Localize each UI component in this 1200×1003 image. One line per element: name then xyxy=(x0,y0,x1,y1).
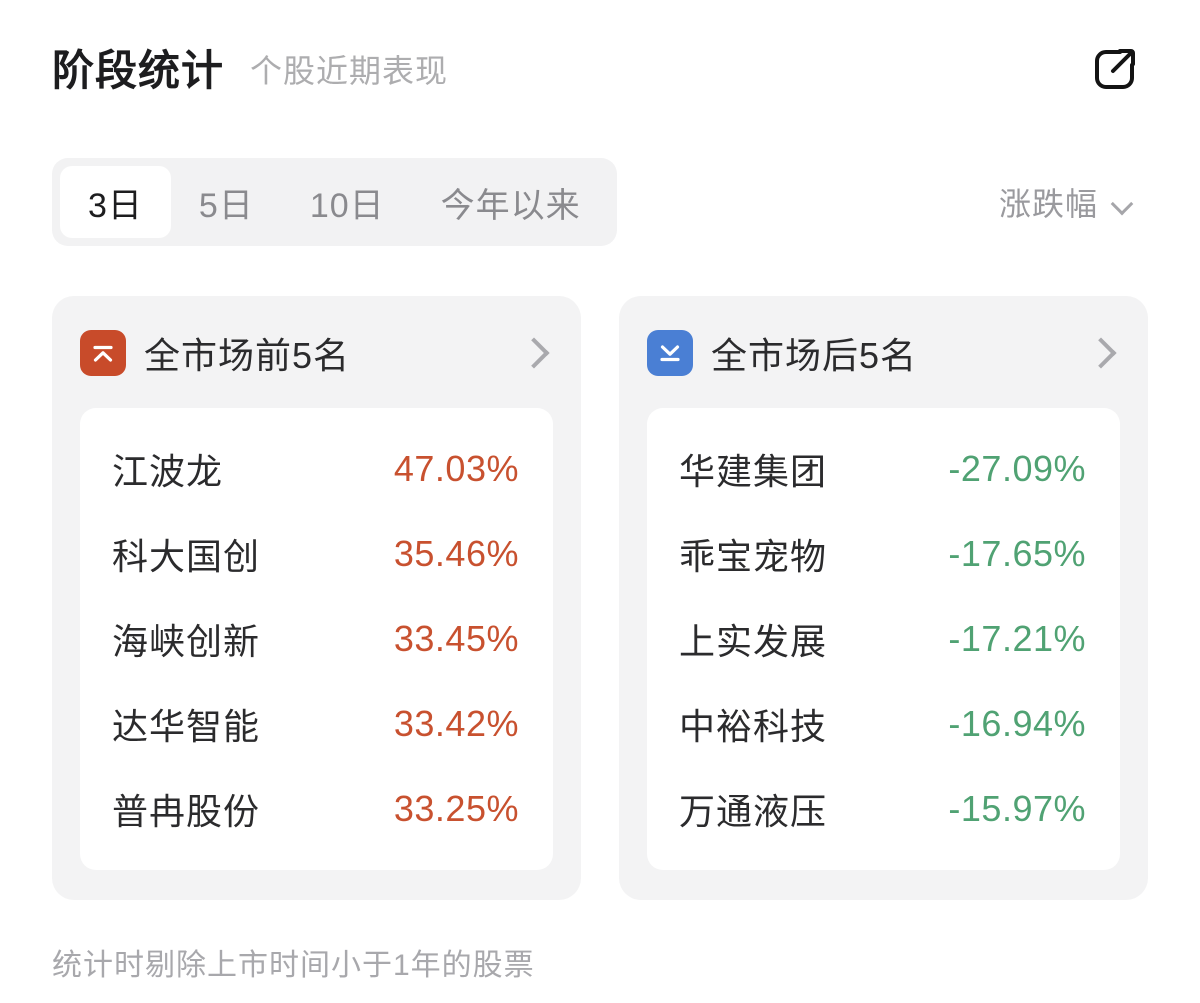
stock-name: 江波龙 xyxy=(112,450,224,492)
external-link-button[interactable] xyxy=(1088,44,1142,98)
arrow-down-bar-icon xyxy=(647,330,693,376)
table-row[interactable]: 江波龙 47.03% xyxy=(80,430,553,508)
ranking-cards: 全市场前5名 江波龙 47.03% 科大国创 35.46% 海峡创新 33.45… xyxy=(52,296,1148,900)
stock-name: 普冉股份 xyxy=(112,791,261,833)
stock-change: 33.42% xyxy=(393,703,519,745)
stock-name: 乖宝宠物 xyxy=(679,535,828,577)
stock-name: 华建集团 xyxy=(679,450,828,492)
stock-change: -17.21% xyxy=(948,617,1086,659)
stock-name: 中裕科技 xyxy=(679,706,828,748)
page-subtitle: 个股近期表现 xyxy=(250,53,449,89)
sort-label: 涨跌幅 xyxy=(998,186,1098,222)
card-top5: 全市场前5名 江波龙 47.03% 科大国创 35.46% 海峡创新 33.45… xyxy=(52,296,581,900)
table-row[interactable]: 海峡创新 33.45% xyxy=(80,600,553,678)
stock-name: 科大国创 xyxy=(112,535,261,577)
table-row[interactable]: 科大国创 35.46% xyxy=(80,515,553,593)
page-title: 阶段统计 xyxy=(52,47,225,94)
stock-name: 万通液压 xyxy=(679,791,828,833)
footnote: 统计时剔除上市时间小于1年的股票 xyxy=(52,949,535,982)
stock-change: -27.09% xyxy=(948,447,1086,489)
external-link-icon xyxy=(1090,44,1140,99)
stock-name: 达华智能 xyxy=(112,706,261,748)
table-row[interactable]: 普冉股份 33.25% xyxy=(80,770,553,848)
tab-10d[interactable]: 10日 xyxy=(309,186,385,225)
tab-ytd[interactable]: 今年以来 xyxy=(440,186,581,225)
table-row[interactable]: 乖宝宠物 -17.65% xyxy=(647,515,1120,593)
stock-change: 47.03% xyxy=(393,447,519,489)
card-top5-title: 全市场前5名 xyxy=(144,335,351,376)
stock-change: -17.65% xyxy=(948,532,1086,574)
stock-change: -15.97% xyxy=(948,788,1086,830)
tab-5d[interactable]: 5日 xyxy=(198,186,254,225)
period-tabs: 3日 5日 10日 今年以来 xyxy=(52,158,617,246)
card-bottom5: 全市场后5名 华建集团 -27.09% 乖宝宠物 -17.65% 上实发展 -1… xyxy=(619,296,1148,900)
card-top5-list: 江波龙 47.03% 科大国创 35.46% 海峡创新 33.45% 达华智能 … xyxy=(80,408,553,870)
sort-selector[interactable]: 涨跌幅 xyxy=(999,179,1148,225)
card-top5-header[interactable]: 全市场前5名 xyxy=(80,324,553,382)
arrow-up-bar-icon xyxy=(80,330,126,376)
stock-name: 海峡创新 xyxy=(112,620,261,662)
table-row[interactable]: 达华智能 33.42% xyxy=(80,685,553,763)
stock-change: -16.94% xyxy=(948,703,1086,745)
stock-change: 33.25% xyxy=(393,788,519,830)
period-tabs-row: 3日 5日 10日 今年以来 涨跌幅 xyxy=(52,158,1148,246)
stock-change: 35.46% xyxy=(393,532,519,574)
card-bottom5-list: 华建集团 -27.09% 乖宝宠物 -17.65% 上实发展 -17.21% 中… xyxy=(647,408,1120,870)
table-row[interactable]: 中裕科技 -16.94% xyxy=(647,685,1120,763)
card-bottom5-title: 全市场后5名 xyxy=(711,335,918,376)
chevron-right-icon[interactable] xyxy=(1090,336,1110,370)
stock-change: 33.45% xyxy=(393,617,519,659)
table-row[interactable]: 万通液压 -15.97% xyxy=(647,770,1120,848)
chevron-right-icon[interactable] xyxy=(523,336,543,370)
table-row[interactable]: 上实发展 -17.21% xyxy=(647,600,1120,678)
panel-header: 阶段统计 个股近期表现 xyxy=(52,36,1148,106)
card-bottom5-header[interactable]: 全市场后5名 xyxy=(647,324,1120,382)
tab-3d[interactable]: 3日 xyxy=(60,166,171,238)
stock-name: 上实发展 xyxy=(679,620,828,662)
chevron-down-icon xyxy=(1112,196,1134,209)
table-row[interactable]: 华建集团 -27.09% xyxy=(647,430,1120,508)
